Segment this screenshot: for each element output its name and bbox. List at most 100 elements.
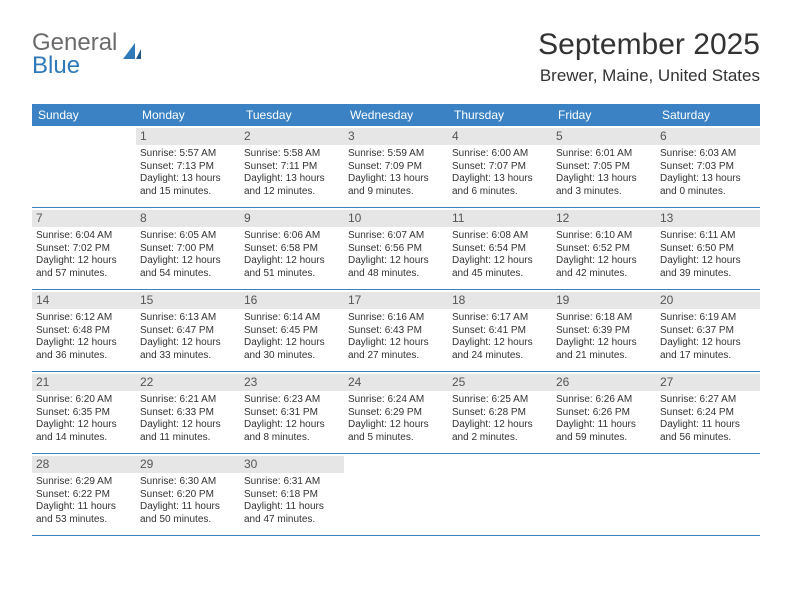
day-detail-line: Sunset: 7:02 PM xyxy=(36,243,132,256)
day-number: 24 xyxy=(344,374,448,391)
week-row: 14Sunrise: 6:12 AMSunset: 6:48 PMDayligh… xyxy=(32,290,760,372)
day-detail-line: Daylight: 12 hours xyxy=(244,419,340,432)
weekday-header: Thursday xyxy=(448,104,552,126)
day-detail-line: and 11 minutes. xyxy=(140,432,236,445)
day-cell: 13 Sunrise: 6:11 AMSunset: 6:50 PMDayligh… xyxy=(656,208,760,289)
day-cell: 17Sunrise: 6:16 AMSunset: 6:43 PMDayligh… xyxy=(344,290,448,371)
day-detail-line: Sunset: 6:39 PM xyxy=(556,325,652,338)
day-cell: 30Sunrise: 6:31 AMSunset: 6:18 PMDayligh… xyxy=(240,454,344,535)
day-cell: 10Sunrise: 6:07 AMSunset: 6:56 PMDayligh… xyxy=(344,208,448,289)
day-detail-line: Sunset: 7:03 PM xyxy=(660,161,756,174)
location-subtitle: Brewer, Maine, United States xyxy=(538,66,760,86)
day-detail-line: and 15 minutes. xyxy=(140,186,236,199)
day-cell: 18Sunrise: 6:17 AMSunset: 6:41 PMDayligh… xyxy=(448,290,552,371)
day-detail-line: Sunrise: 6:19 AM xyxy=(660,312,756,325)
day-detail-line: Sunset: 6:35 PM xyxy=(36,407,132,420)
day-number: 14 xyxy=(32,292,136,309)
day-detail-line: and 3 minutes. xyxy=(556,186,652,199)
day-number xyxy=(32,128,136,145)
day-detail-line: Sunset: 6:22 PM xyxy=(36,489,132,502)
day-detail-line: Daylight: 12 hours xyxy=(140,255,236,268)
day-detail-line: Daylight: 12 hours xyxy=(660,337,756,350)
day-cell: 3Sunrise: 5:59 AMSunset: 7:09 PMDaylight… xyxy=(344,126,448,207)
brand-word2: Blue xyxy=(32,52,80,79)
day-detail-line: Daylight: 12 hours xyxy=(36,419,132,432)
weekday-header-row: SundayMondayTuesdayWednesdayThursdayFrid… xyxy=(32,104,760,126)
day-number: 26 xyxy=(552,374,656,391)
day-detail-line: Sunset: 6:41 PM xyxy=(452,325,548,338)
day-number xyxy=(552,456,656,473)
day-detail-line: and 36 minutes. xyxy=(36,350,132,363)
day-detail-line: Sunrise: 6:06 AM xyxy=(244,230,340,243)
day-detail-line: Sunset: 6:31 PM xyxy=(244,407,340,420)
day-cell: 22Sunrise: 6:21 AMSunset: 6:33 PMDayligh… xyxy=(136,372,240,453)
day-detail-line: Sunset: 7:07 PM xyxy=(452,161,548,174)
day-detail-line: Sunset: 6:28 PM xyxy=(452,407,548,420)
day-detail-line: Daylight: 12 hours xyxy=(452,419,548,432)
day-detail-line: Sunrise: 6:18 AM xyxy=(556,312,652,325)
month-title: September 2025 xyxy=(538,28,760,62)
day-detail-line: Sunrise: 6:16 AM xyxy=(348,312,444,325)
day-cell: 8Sunrise: 6:05 AMSunset: 7:00 PMDaylight… xyxy=(136,208,240,289)
day-number: 23 xyxy=(240,374,344,391)
week-row: 1Sunrise: 5:57 AMSunset: 7:13 PMDaylight… xyxy=(32,126,760,208)
day-detail-line: and 5 minutes. xyxy=(348,432,444,445)
day-detail-line: Sunset: 7:00 PM xyxy=(140,243,236,256)
brand-logo: General Blue xyxy=(32,32,145,78)
day-detail-line: Daylight: 12 hours xyxy=(140,337,236,350)
day-detail-line: Sunrise: 5:59 AM xyxy=(348,148,444,161)
day-detail-line: Sunset: 6:33 PM xyxy=(140,407,236,420)
day-detail-line: Sunrise: 6:30 AM xyxy=(140,476,236,489)
day-detail-line: Sunrise: 6:05 AM xyxy=(140,230,236,243)
day-number: 6 xyxy=(656,128,760,145)
day-number: 13 xyxy=(656,210,760,227)
day-detail-line: Daylight: 12 hours xyxy=(244,255,340,268)
day-number: 30 xyxy=(240,456,344,473)
day-detail-line: Daylight: 13 hours xyxy=(452,173,548,186)
day-number: 21 xyxy=(32,374,136,391)
day-detail-line: and 14 minutes. xyxy=(36,432,132,445)
day-cell xyxy=(656,454,760,535)
day-cell: 2Sunrise: 5:58 AMSunset: 7:11 PMDaylight… xyxy=(240,126,344,207)
day-detail-line: Sunset: 7:05 PM xyxy=(556,161,652,174)
day-cell xyxy=(448,454,552,535)
day-number: 17 xyxy=(344,292,448,309)
day-detail-line: and 30 minutes. xyxy=(244,350,340,363)
day-detail-line: Sunrise: 6:14 AM xyxy=(244,312,340,325)
day-detail-line: Daylight: 13 hours xyxy=(348,173,444,186)
day-detail-line: Sunrise: 6:12 AM xyxy=(36,312,132,325)
day-cell: 5Sunrise: 6:01 AMSunset: 7:05 PMDaylight… xyxy=(552,126,656,207)
day-detail-line: Daylight: 12 hours xyxy=(660,255,756,268)
day-cell: 14Sunrise: 6:12 AMSunset: 6:48 PMDayligh… xyxy=(32,290,136,371)
weekday-header: Saturday xyxy=(656,104,760,126)
day-cell: 19Sunrise: 6:18 AMSunset: 6:39 PMDayligh… xyxy=(552,290,656,371)
day-detail-line: Sunrise: 6:25 AM xyxy=(452,394,548,407)
day-detail-line: Daylight: 12 hours xyxy=(556,337,652,350)
day-detail-line: Sunrise: 6:23 AM xyxy=(244,394,340,407)
day-detail-line: Sunrise: 6:21 AM xyxy=(140,394,236,407)
day-detail-line: Sunrise: 6:11 AM xyxy=(660,230,756,243)
day-detail-line: Daylight: 12 hours xyxy=(452,337,548,350)
weekday-header: Friday xyxy=(552,104,656,126)
day-detail-line: Sunset: 6:50 PM xyxy=(660,243,756,256)
day-detail-line: Daylight: 12 hours xyxy=(36,255,132,268)
day-detail-line: Sunrise: 6:01 AM xyxy=(556,148,652,161)
day-detail-line: Sunset: 6:58 PM xyxy=(244,243,340,256)
day-detail-line: Sunset: 6:54 PM xyxy=(452,243,548,256)
day-number: 25 xyxy=(448,374,552,391)
day-cell: 28Sunrise: 6:29 AMSunset: 6:22 PMDayligh… xyxy=(32,454,136,535)
day-detail-line: and 56 minutes. xyxy=(660,432,756,445)
day-cell: 12Sunrise: 6:10 AMSunset: 6:52 PMDayligh… xyxy=(552,208,656,289)
day-detail-line: and 24 minutes. xyxy=(452,350,548,363)
day-number: 22 xyxy=(136,374,240,391)
weeks-container: 1Sunrise: 5:57 AMSunset: 7:13 PMDaylight… xyxy=(32,126,760,536)
day-detail-line: Daylight: 11 hours xyxy=(660,419,756,432)
weekday-header: Tuesday xyxy=(240,104,344,126)
day-cell: 29Sunrise: 6:30 AMSunset: 6:20 PMDayligh… xyxy=(136,454,240,535)
day-number: 29 xyxy=(136,456,240,473)
day-number: 15 xyxy=(136,292,240,309)
day-cell: 16Sunrise: 6:14 AMSunset: 6:45 PMDayligh… xyxy=(240,290,344,371)
day-detail-line: Daylight: 12 hours xyxy=(556,255,652,268)
day-detail-line: Daylight: 12 hours xyxy=(348,419,444,432)
day-detail-line: Sunrise: 6:10 AM xyxy=(556,230,652,243)
